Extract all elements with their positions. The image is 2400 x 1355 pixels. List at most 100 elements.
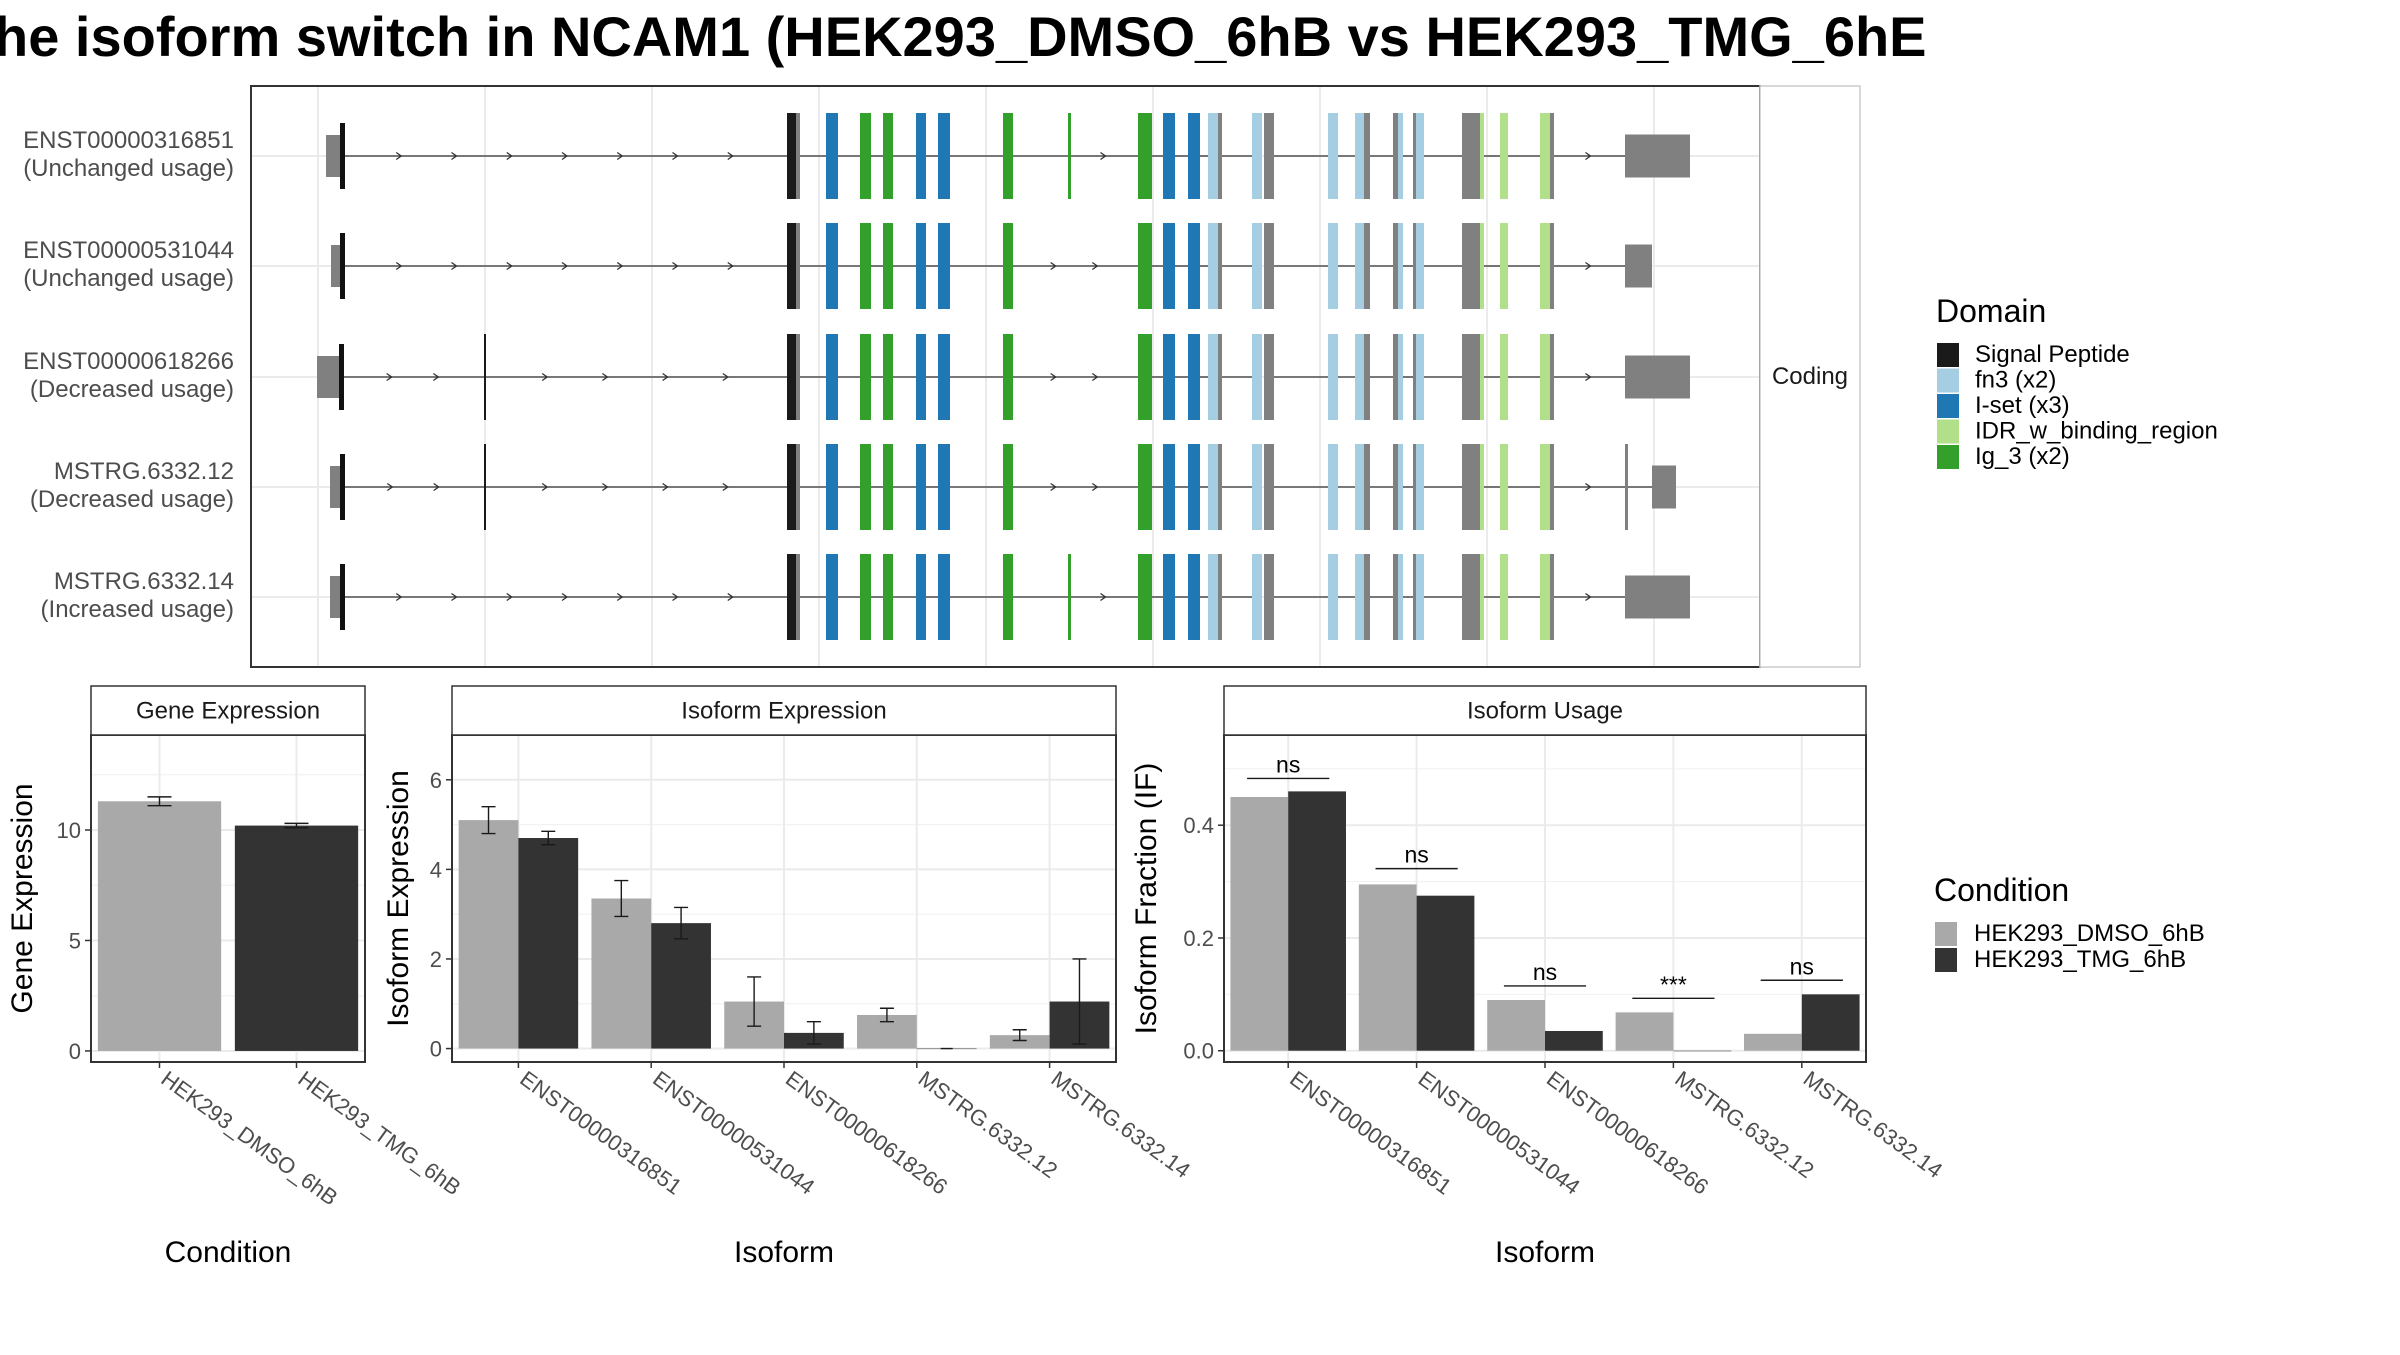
exon-block <box>1138 444 1152 530</box>
exon-block <box>1500 334 1508 420</box>
exon-block <box>340 233 345 299</box>
exon-block <box>860 554 871 640</box>
exon-block <box>340 564 345 630</box>
bar <box>518 838 579 1049</box>
exon-block <box>1413 113 1416 199</box>
domain-legend-swatch <box>1937 368 1959 393</box>
transcript-label-id: ENST00000531044 <box>23 237 234 264</box>
transcript-label-usage: (Increased usage) <box>41 596 234 623</box>
x-axis-title: Isoform <box>1495 1236 1595 1269</box>
exon-block <box>1540 444 1550 530</box>
error-bar <box>481 805 496 835</box>
y-tick-label: 0.0 <box>1183 1039 1214 1064</box>
exon-block <box>1480 334 1484 420</box>
exon-block <box>1393 113 1398 199</box>
exon-block <box>1138 554 1152 640</box>
y-tick-label: 0.2 <box>1183 926 1214 951</box>
exon-block <box>916 334 926 420</box>
intron-direction-arrow <box>1050 261 1057 271</box>
exon-block <box>1550 444 1554 530</box>
exon-block <box>1163 334 1175 420</box>
significance-label: ns <box>1404 842 1428 868</box>
exon-block <box>1328 334 1338 420</box>
bar <box>1673 1050 1732 1052</box>
exon-block <box>1413 554 1416 640</box>
exon-block <box>1540 113 1550 199</box>
transcript-label-usage: (Decreased usage) <box>30 486 234 513</box>
error-bar <box>1072 958 1087 1045</box>
exon-block <box>1328 113 1338 199</box>
intron-direction-arrow <box>541 482 549 492</box>
facet-strip-title: Gene Expression <box>136 698 320 725</box>
exon-block <box>1393 334 1398 420</box>
figure-title: he isoform switch in NCAM1 (HEK293_DMSO_… <box>0 5 1927 68</box>
exon-block <box>1188 554 1200 640</box>
exon-block <box>1264 113 1274 199</box>
exon-block <box>796 223 800 309</box>
error-bar <box>541 830 556 846</box>
exon-block <box>1208 554 1218 640</box>
exon-block <box>1364 554 1370 640</box>
bar <box>1545 1030 1603 1051</box>
exon-block <box>484 334 486 420</box>
transcript-label-usage: (Unchanged usage) <box>23 155 234 182</box>
intron-direction-arrow <box>395 261 403 271</box>
intron-direction-arrow <box>1585 592 1592 602</box>
transcript-label-usage: (Decreased usage) <box>30 376 234 403</box>
exon-block <box>1218 444 1222 530</box>
exon-block <box>883 223 893 309</box>
exon-block <box>883 554 893 640</box>
exon-block <box>1364 223 1370 309</box>
intron-direction-arrow <box>616 592 624 602</box>
exon-block <box>796 444 800 530</box>
bar <box>591 898 652 1049</box>
bar <box>458 820 519 1049</box>
exon-block <box>1264 334 1274 420</box>
bar <box>1744 1033 1802 1051</box>
significance-label: ns <box>1790 953 1814 979</box>
error-bar <box>614 879 629 918</box>
exon-block <box>1462 554 1480 640</box>
condition-legend-swatch <box>1935 948 1957 972</box>
exon-block <box>1252 554 1262 640</box>
intron-direction-arrow <box>561 261 569 271</box>
facet-strip-title: Isoform Usage <box>1467 698 1623 725</box>
exon-block <box>1252 113 1262 199</box>
facet-strip <box>90 685 366 736</box>
condition-legend-label: HEK293_DMSO_6hB <box>1974 920 2205 947</box>
x-axis-title: Condition <box>165 1236 292 1269</box>
structure-strip <box>1759 85 1861 668</box>
exon-block <box>331 245 340 287</box>
x-tick-label: MSTRG.6332.14 <box>1799 1066 1947 1183</box>
exon-block <box>1218 113 1222 199</box>
error-bar <box>147 796 172 807</box>
x-tick-label: MSTRG.6332.12 <box>914 1066 1062 1183</box>
exon-block <box>1068 554 1071 640</box>
exon-block <box>787 334 796 420</box>
exon-block <box>787 113 796 199</box>
intron-direction-arrow <box>451 261 458 271</box>
exon-block <box>340 454 345 520</box>
intron-direction-arrow <box>432 372 440 382</box>
intron-direction-arrow <box>386 372 393 382</box>
exon-block <box>1550 334 1554 420</box>
exon-block <box>1355 223 1364 309</box>
exon-block <box>1138 223 1152 309</box>
exon-block <box>1355 444 1364 530</box>
exon-block <box>1364 113 1370 199</box>
error-bar <box>1012 1029 1027 1042</box>
exon-block <box>1625 244 1652 288</box>
bar <box>97 801 222 1051</box>
exon-block <box>1398 223 1403 309</box>
significance-label: *** <box>1660 971 1687 997</box>
intron-direction-arrow <box>1050 372 1057 382</box>
intron-direction-arrow <box>1091 261 1099 271</box>
transcript-label-usage: (Unchanged usage) <box>23 265 234 292</box>
bar <box>234 825 359 1051</box>
exon-block <box>1138 334 1152 420</box>
intron-direction-arrow <box>1100 151 1107 161</box>
transcript-label-id: MSTRG.6332.12 <box>54 458 234 485</box>
intron-direction-arrow <box>506 261 513 271</box>
